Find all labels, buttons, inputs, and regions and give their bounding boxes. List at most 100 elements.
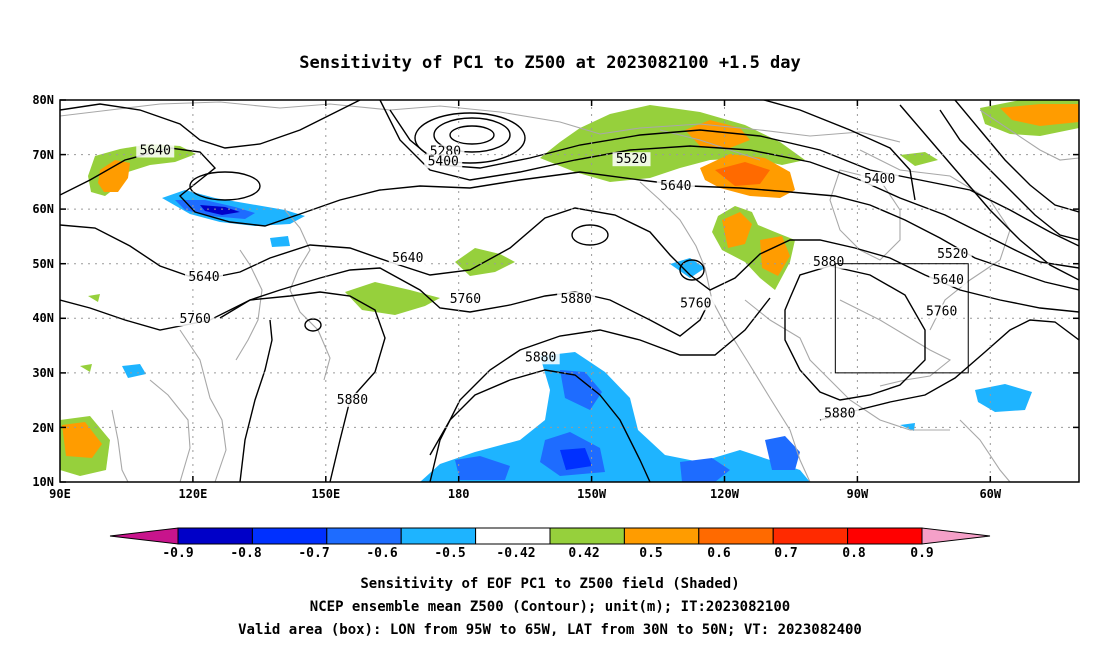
contour-label: 5880 bbox=[813, 255, 844, 270]
contour-label-bg bbox=[136, 143, 175, 158]
contour-label: 5640 bbox=[660, 179, 691, 194]
contour-label-bg bbox=[676, 296, 715, 311]
lon-label-120w: 120W bbox=[710, 487, 740, 501]
contour-label-bg bbox=[820, 406, 859, 421]
contour-5880 bbox=[784, 265, 926, 401]
lat-label-20n: 20N bbox=[32, 421, 54, 435]
contour-5280 bbox=[449, 125, 495, 145]
shade-negative-area bbox=[680, 458, 730, 482]
contour-label-bg bbox=[860, 171, 899, 186]
cbar-label: -0.5 bbox=[434, 546, 465, 561]
colorbar-box bbox=[772, 527, 849, 545]
contour-5400 bbox=[60, 100, 361, 149]
lon-label-60w: 60W bbox=[979, 487, 1001, 501]
lon-label-150e: 150E bbox=[311, 487, 340, 501]
contour-5400 bbox=[954, 100, 1079, 213]
map-frame bbox=[59, 99, 1080, 483]
contour-5400 bbox=[414, 112, 526, 164]
cbar-label: 0.9 bbox=[910, 546, 933, 561]
contour-label: 5760 bbox=[680, 296, 711, 311]
shade-positive-area bbox=[760, 236, 790, 276]
z500-contours bbox=[60, 100, 1079, 482]
map-gridlines bbox=[60, 100, 1079, 482]
lat-label-30n: 30N bbox=[32, 366, 54, 380]
contour-label-bg bbox=[933, 247, 972, 262]
colorbar-box bbox=[326, 527, 402, 545]
contour-5880 bbox=[571, 224, 609, 246]
contour-5880 bbox=[429, 297, 771, 482]
shade-negative-area bbox=[200, 205, 240, 215]
shade-positive-area bbox=[62, 422, 102, 458]
lat-label-80n: 80N bbox=[32, 93, 54, 107]
colorbar-box bbox=[549, 527, 625, 545]
caption-shaded: Sensitivity of EOF PC1 to Z500 field (Sh… bbox=[360, 576, 739, 592]
cbar-label: 0.8 bbox=[842, 546, 866, 561]
lon-label-150w: 150W bbox=[577, 487, 607, 501]
colorbar-labels: -0.9 -0.8 -0.7 -0.6 -0.5 -0.42 0.42 0.5 … bbox=[162, 546, 933, 561]
shade-negative-area bbox=[765, 436, 800, 470]
contour-label: 5640 bbox=[140, 143, 171, 158]
contour-5640 bbox=[189, 171, 261, 201]
colorbar-box bbox=[251, 527, 328, 545]
contour-label-bg bbox=[333, 392, 372, 407]
contour-label: 5640 bbox=[188, 270, 219, 285]
cbar-label: -0.6 bbox=[366, 546, 397, 561]
caption-contour: NCEP ensemble mean Z500 (Contour); unit(… bbox=[310, 599, 790, 615]
shade-negative-area bbox=[455, 456, 510, 480]
cbar-label: -0.8 bbox=[230, 546, 261, 561]
shade-positive-area bbox=[900, 152, 938, 166]
colorbar-box bbox=[475, 527, 551, 545]
contour-label-bg bbox=[557, 291, 596, 306]
valid-area-box bbox=[834, 263, 969, 374]
lat-label-40n: 40N bbox=[32, 311, 54, 325]
contour-label-bg bbox=[809, 254, 848, 269]
contour-5280 bbox=[433, 117, 511, 153]
colorbar-high-triangle bbox=[921, 527, 991, 545]
lat-label-10n: 10N bbox=[32, 475, 54, 489]
contour-label: 5520 bbox=[937, 247, 968, 262]
lat-label-60n: 60N bbox=[32, 202, 54, 216]
cbar-label: 0.42 bbox=[568, 546, 599, 561]
colorbar-box bbox=[177, 527, 253, 545]
contour-5640 bbox=[60, 147, 1079, 291]
lat-label-50n: 50N bbox=[32, 257, 54, 271]
contour-label-bg bbox=[388, 250, 427, 265]
contour-label: 5400 bbox=[864, 172, 895, 187]
contour-label-bg bbox=[612, 152, 651, 167]
contour-5640 bbox=[761, 100, 916, 201]
contour-label-bg bbox=[929, 272, 968, 287]
shade-negative-area bbox=[560, 448, 592, 470]
colorbar-box bbox=[847, 527, 923, 545]
lat-label-70n: 70N bbox=[32, 148, 54, 162]
cbar-label: 0.6 bbox=[707, 546, 731, 561]
shade-positive-area bbox=[88, 294, 100, 302]
contour-label: 5400 bbox=[428, 154, 459, 169]
contour-label: 5760 bbox=[179, 312, 210, 327]
cbar-label: 0.5 bbox=[639, 546, 662, 561]
shade-positive-area bbox=[715, 162, 770, 186]
colorbar: -0.9 -0.8 -0.7 -0.6 -0.5 -0.42 0.42 0.5 … bbox=[109, 527, 991, 561]
caption-valid-area: Valid area (box): LON from 95W to 65W, L… bbox=[238, 622, 862, 638]
caption: Sensitivity of EOF PC1 to Z500 field (Sh… bbox=[238, 576, 862, 638]
contour-5760 bbox=[60, 207, 1079, 313]
cbar-label: -0.9 bbox=[162, 546, 193, 561]
contour-label: 5880 bbox=[337, 393, 368, 408]
colorbar-boxes bbox=[177, 527, 923, 545]
contour-5520 bbox=[379, 100, 1079, 269]
cbar-label: 0.7 bbox=[774, 546, 797, 561]
shade-negative-area bbox=[122, 364, 146, 378]
contour-label: 5520 bbox=[616, 152, 647, 167]
shade-negative-area bbox=[270, 236, 290, 247]
shaded-sensitivity bbox=[60, 100, 1079, 482]
cbar-label: -0.7 bbox=[298, 546, 329, 561]
colorbar-box bbox=[698, 527, 774, 545]
contour-label: 5880 bbox=[525, 350, 556, 365]
contour-label: 5880 bbox=[560, 292, 591, 307]
contour-label: 5880 bbox=[824, 407, 855, 422]
shade-negative-area bbox=[975, 384, 1032, 412]
map-ticks bbox=[60, 99, 1079, 483]
shade-positive-area bbox=[722, 212, 752, 248]
shade-positive-area bbox=[98, 160, 130, 192]
